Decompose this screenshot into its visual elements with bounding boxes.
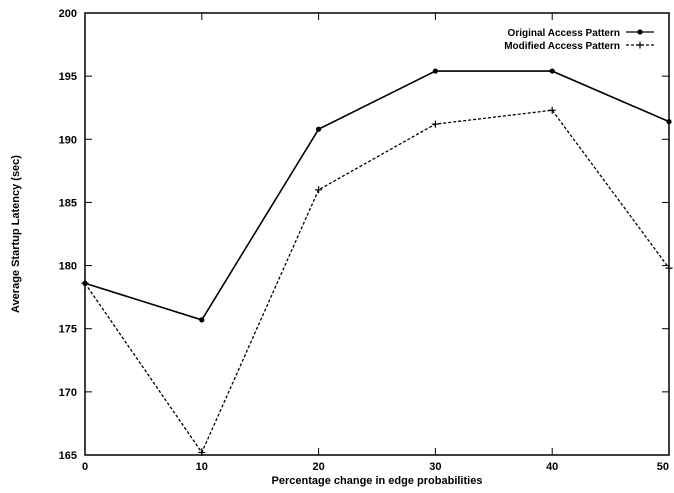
x-tick-label: 20: [312, 461, 324, 473]
original-access-pattern-point: [549, 68, 555, 74]
original-access-pattern-point: [666, 119, 672, 125]
legend: Original Access Pattern Modified Access P…: [504, 28, 654, 52]
y-tick-label: 195: [59, 71, 77, 83]
legend-marker-modified-access-pattern: [636, 41, 644, 49]
x-tick-label: 40: [546, 461, 558, 473]
y-tick-label: 175: [59, 324, 77, 336]
series-group: [81, 68, 673, 456]
x-tick-label: 30: [429, 461, 441, 473]
modified-access-pattern-point: [198, 448, 206, 456]
x-tick-label: 50: [657, 461, 669, 473]
legend-label-original-access-pattern: Original Access Pattern: [508, 28, 620, 39]
y-tick-label: 200: [59, 8, 77, 20]
modified-access-pattern-point: [431, 120, 439, 128]
x-axis: 0 10 20 30 40 50: [82, 13, 670, 473]
modified-access-pattern-point: [81, 279, 89, 287]
plot-frame: [84, 12, 670, 456]
y-tick-label: 180: [59, 261, 77, 273]
y-tick-label: 165: [59, 450, 77, 462]
y-axis-label: Average Startup Latency (sec): [10, 155, 22, 313]
y-tick-label: 190: [59, 134, 77, 146]
original-access-pattern-line: [84, 70, 670, 321]
modified-access-pattern-point: [548, 106, 556, 114]
original-access-pattern-point: [199, 317, 205, 323]
y-tick-label: 170: [59, 387, 77, 399]
modified-access-pattern-point: [315, 186, 323, 194]
y-axis: 165 170 175 180 185 190 195 200: [59, 8, 669, 462]
legend-marker-original-access-pattern: [637, 29, 643, 35]
modified-access-pattern-line: [84, 109, 670, 454]
original-access-pattern-point: [316, 126, 322, 132]
x-tick-label: 10: [196, 461, 208, 473]
y-tick-label: 185: [59, 197, 77, 209]
x-tick-label: 0: [82, 461, 88, 473]
modified-access-pattern-point: [665, 264, 673, 272]
original-access-pattern-point: [432, 68, 438, 74]
legend-label-modified-access-pattern: Modified Access Pattern: [504, 41, 620, 52]
x-axis-label: Percentage change in edge probabilities: [272, 475, 483, 487]
